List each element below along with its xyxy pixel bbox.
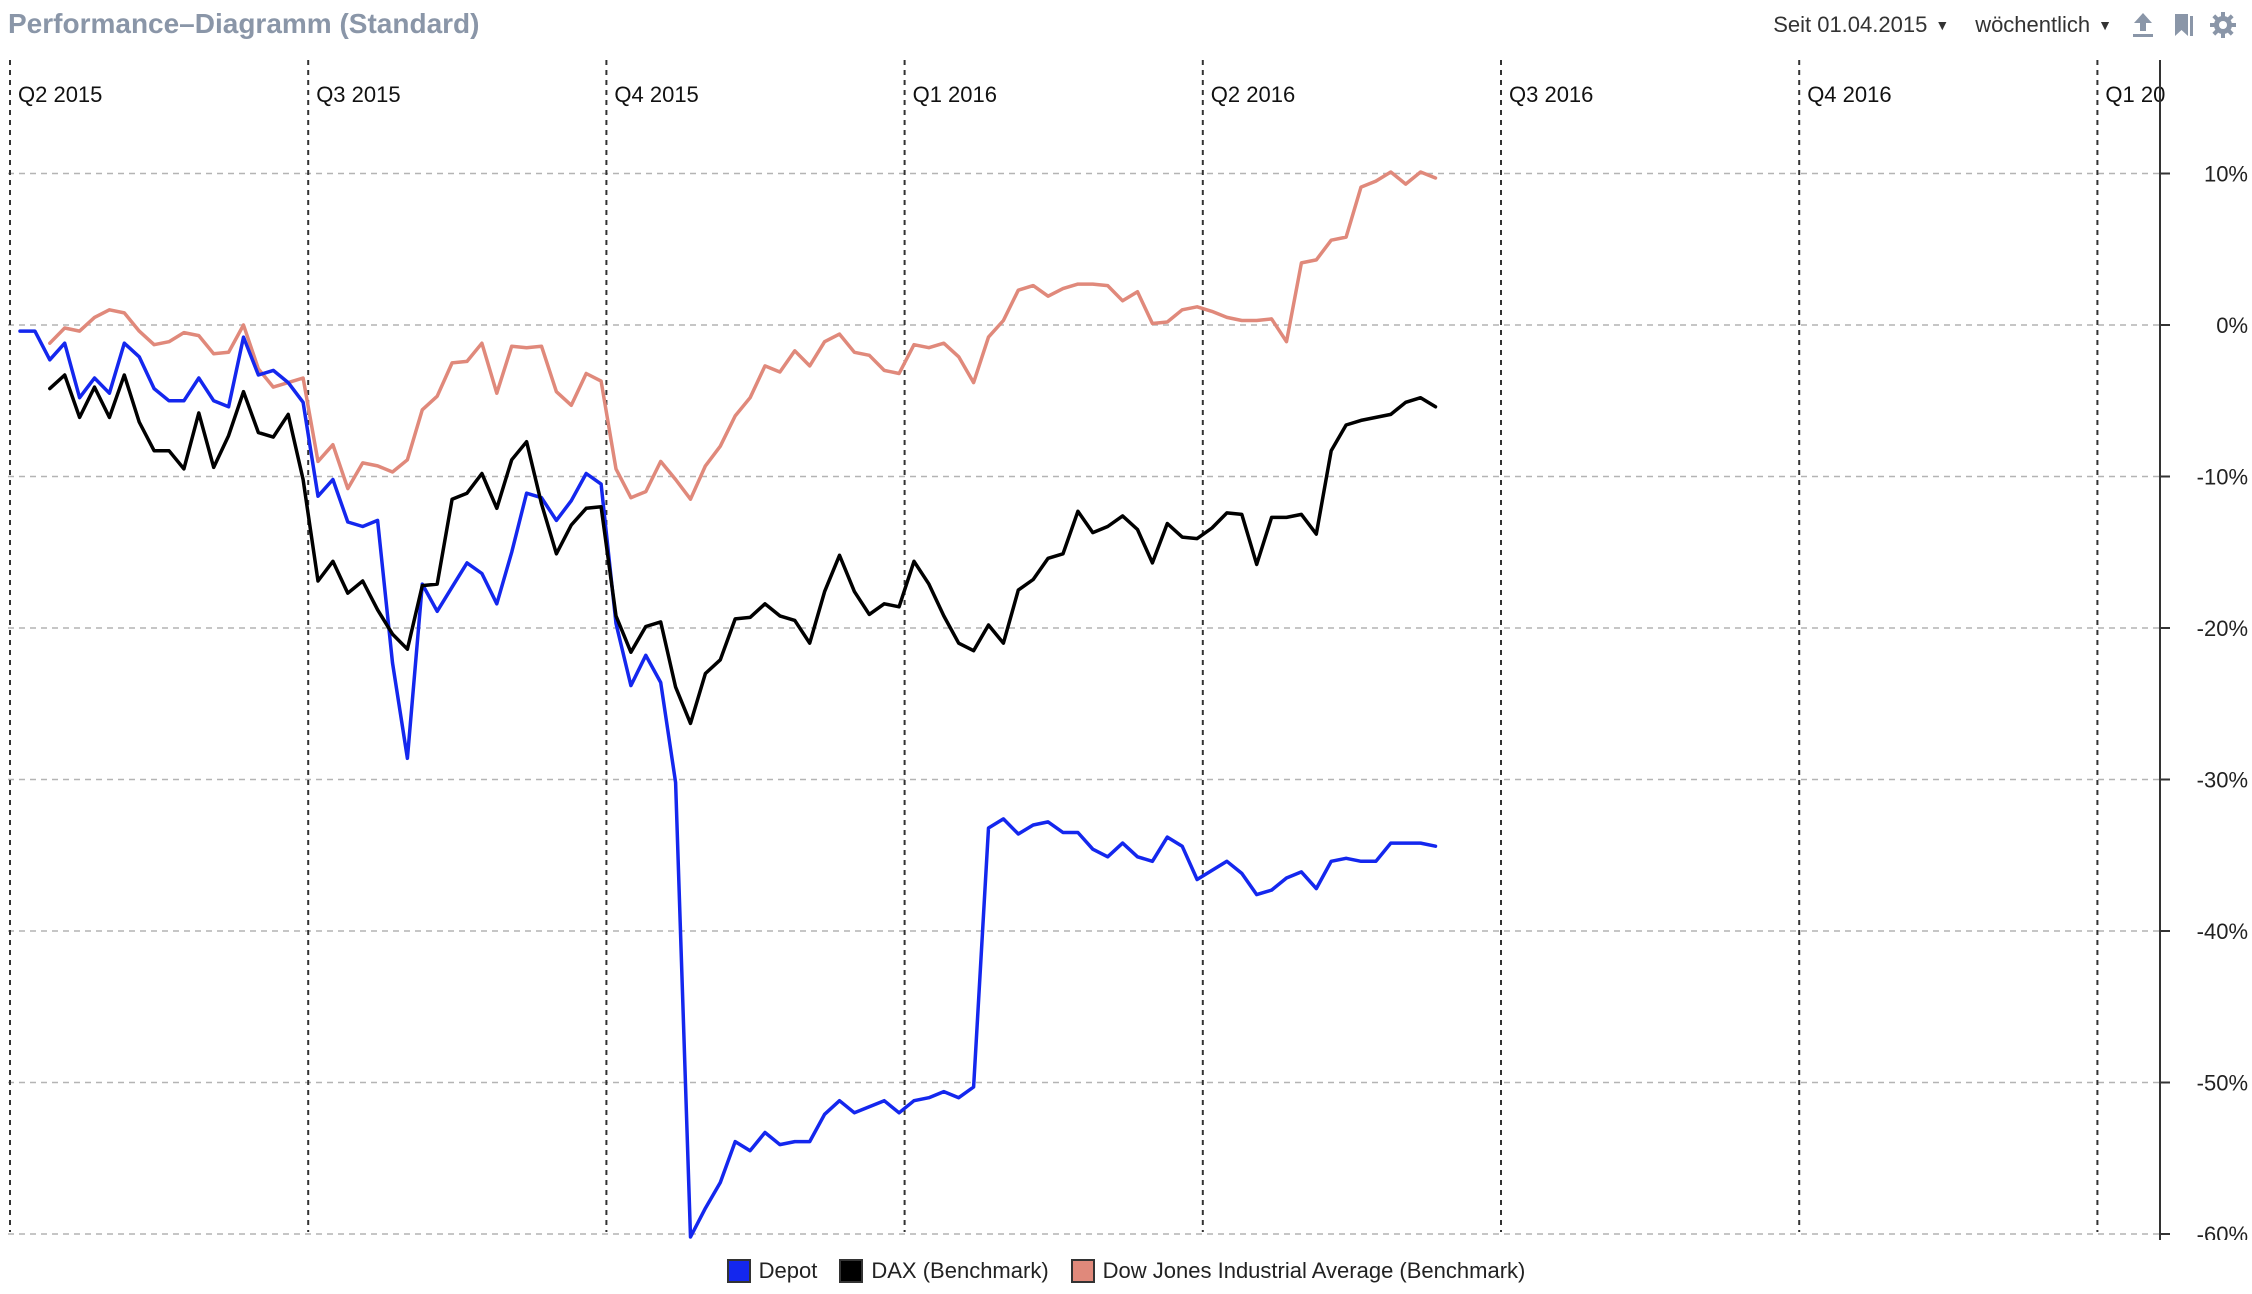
y-tick-label: -50% (2197, 1071, 2248, 1096)
series-line-dax (48, 373, 1438, 726)
performance-chart: 10% 0% -10% -20% -30% -40% -50% -60% Q2 2015 Q3 2… (8, 60, 2248, 1240)
series-line-depot (18, 329, 1438, 1239)
legend-swatch-dow (1070, 1259, 1095, 1283)
chart-title: Performance–Diagramm (Standard) (8, 8, 480, 39)
quarter-label: Q1 2016 (913, 82, 997, 107)
interval-dropdown[interactable]: wöchentlich ▼ (1975, 12, 2112, 38)
legend-label-dax: DAX (Benchmark) (871, 1258, 1049, 1283)
y-tick-label: 0% (2216, 313, 2248, 338)
quarter-label: Q4 2015 (614, 82, 698, 107)
bookmark-icon[interactable] (2168, 10, 2198, 40)
quarter-label: Q1 20 (2105, 82, 2165, 107)
legend-swatch-depot (726, 1259, 751, 1283)
legend-item-dow[interactable]: Dow Jones Industrial Average (Benchmark) (1070, 1258, 1526, 1284)
quarter-label: Q2 2015 (18, 82, 102, 107)
legend-label-depot: Depot (758, 1258, 818, 1283)
quarter-label: Q3 2015 (316, 82, 400, 107)
series-line-dow (48, 170, 1438, 501)
since-date-label: Seit 01.04.2015 (1773, 12, 1928, 37)
interval-label: wöchentlich (1975, 12, 2091, 37)
y-tick-label: -60% (2197, 1222, 2248, 1240)
legend-item-depot[interactable]: Depot (726, 1258, 818, 1284)
legend-swatch-dax (839, 1259, 864, 1283)
legend-item-dax[interactable]: DAX (Benchmark) (839, 1258, 1049, 1284)
since-date-dropdown[interactable]: Seit 01.04.2015 ▼ (1773, 12, 1949, 38)
quarter-label: Q4 2016 (1807, 82, 1891, 107)
y-tick-label: -10% (2197, 465, 2248, 490)
chart-header: Performance–Diagramm (Standard) Seit 01.… (0, 0, 2252, 60)
quarter-label: Q2 2016 (1211, 82, 1295, 107)
y-tick-label: 10% (2204, 162, 2248, 187)
y-tick-label: -20% (2197, 616, 2248, 641)
gear-icon[interactable] (2208, 10, 2238, 40)
chevron-down-icon: ▼ (2098, 17, 2112, 33)
y-tick-label: -40% (2197, 919, 2248, 944)
chevron-down-icon: ▼ (1935, 17, 1950, 33)
y-tick-label: -30% (2197, 768, 2248, 793)
quarter-label: Q3 2016 (1509, 82, 1593, 107)
legend-label-dow: Dow Jones Industrial Average (Benchmark) (1102, 1258, 1526, 1283)
chart-legend: Depot DAX (Benchmark) Dow Jones Industri… (0, 1258, 2252, 1284)
chart-controls: Seit 01.04.2015 ▼ wöchentlich ▼ (1773, 10, 2238, 40)
upload-icon[interactable] (2128, 10, 2158, 40)
